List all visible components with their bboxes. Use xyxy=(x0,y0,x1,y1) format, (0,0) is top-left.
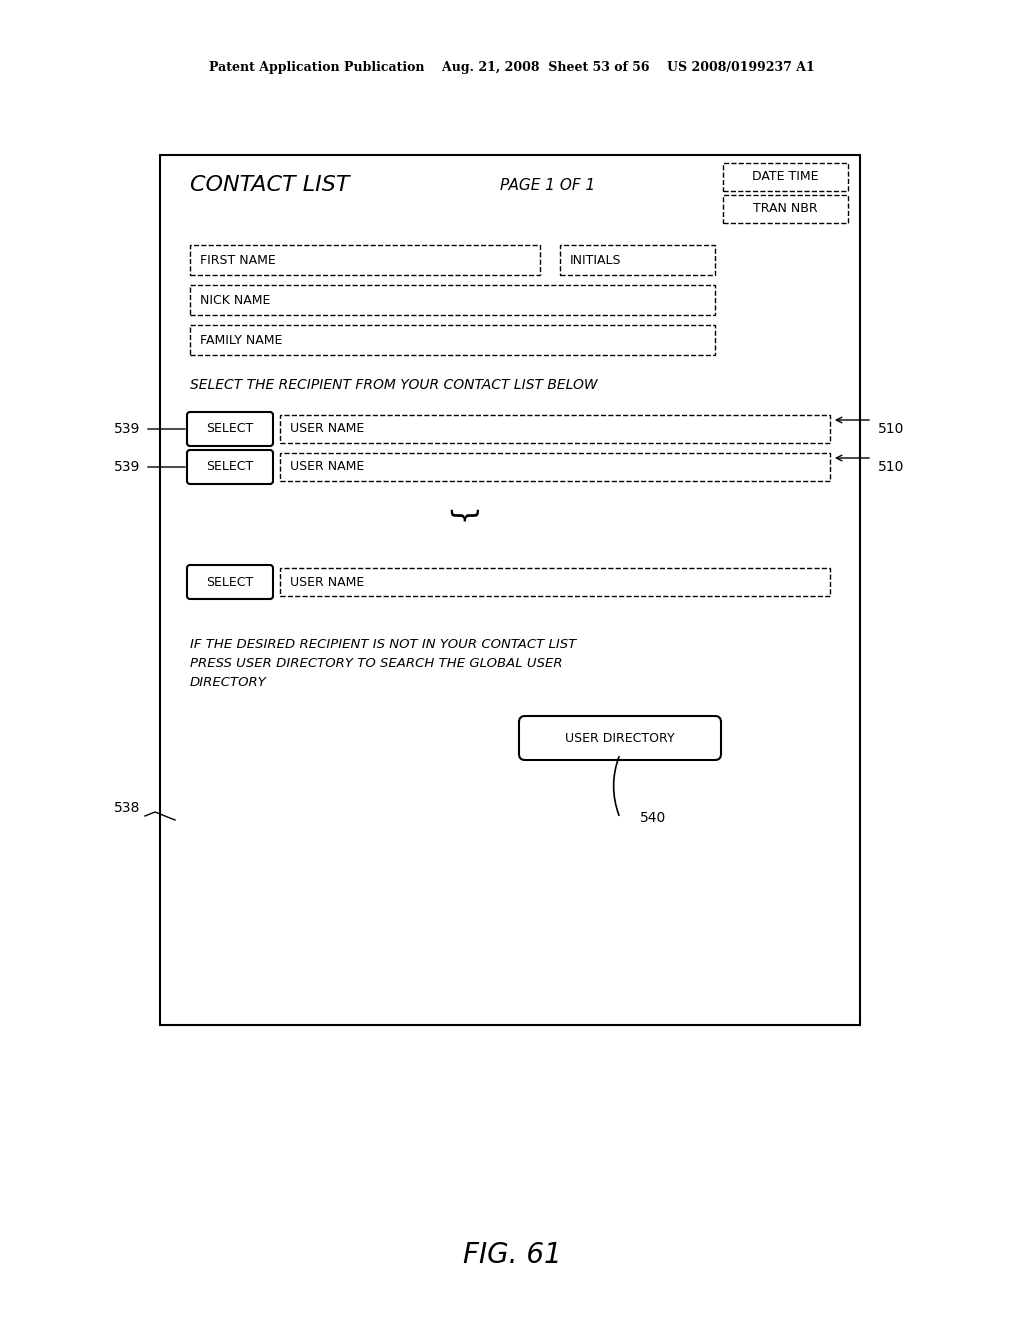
Bar xyxy=(190,325,715,355)
Text: }: } xyxy=(445,508,474,528)
FancyBboxPatch shape xyxy=(519,715,721,760)
Text: CONTACT LIST: CONTACT LIST xyxy=(190,176,349,195)
Bar xyxy=(160,154,860,1026)
Bar xyxy=(190,246,540,275)
Bar xyxy=(560,246,715,275)
Bar xyxy=(280,453,830,480)
Text: IF THE DESIRED RECIPIENT IS NOT IN YOUR CONTACT LIST
PRESS USER DIRECTORY TO SEA: IF THE DESIRED RECIPIENT IS NOT IN YOUR … xyxy=(190,638,577,689)
Text: USER NAME: USER NAME xyxy=(290,422,365,436)
Text: SELECT THE RECIPIENT FROM YOUR CONTACT LIST BELOW: SELECT THE RECIPIENT FROM YOUR CONTACT L… xyxy=(190,378,598,392)
Text: FAMILY NAME: FAMILY NAME xyxy=(200,334,283,346)
FancyBboxPatch shape xyxy=(187,450,273,484)
Bar xyxy=(190,285,715,315)
FancyBboxPatch shape xyxy=(187,565,273,599)
Text: 510: 510 xyxy=(878,459,904,474)
Text: USER NAME: USER NAME xyxy=(290,576,365,589)
Text: 510: 510 xyxy=(878,422,904,436)
FancyBboxPatch shape xyxy=(187,412,273,446)
Bar xyxy=(280,568,830,597)
Text: USER NAME: USER NAME xyxy=(290,461,365,474)
Text: TRAN NBR: TRAN NBR xyxy=(754,202,818,215)
Text: SELECT: SELECT xyxy=(207,576,254,589)
Text: FIG. 61: FIG. 61 xyxy=(463,1241,561,1269)
Text: INITIALS: INITIALS xyxy=(570,253,622,267)
Text: USER DIRECTORY: USER DIRECTORY xyxy=(565,731,675,744)
Bar xyxy=(280,414,830,444)
Bar xyxy=(723,162,848,191)
Text: SELECT: SELECT xyxy=(207,461,254,474)
Text: DATE TIME: DATE TIME xyxy=(753,170,819,183)
Text: FIRST NAME: FIRST NAME xyxy=(200,253,275,267)
Text: SELECT: SELECT xyxy=(207,422,254,436)
Text: 539: 539 xyxy=(114,422,140,436)
Text: NICK NAME: NICK NAME xyxy=(200,293,270,306)
Text: 539: 539 xyxy=(114,459,140,474)
Text: 540: 540 xyxy=(640,810,667,825)
Text: PAGE 1 OF 1: PAGE 1 OF 1 xyxy=(500,177,595,193)
Text: Patent Application Publication    Aug. 21, 2008  Sheet 53 of 56    US 2008/01992: Patent Application Publication Aug. 21, … xyxy=(209,62,815,74)
Bar xyxy=(723,195,848,223)
Text: 538: 538 xyxy=(114,801,140,814)
